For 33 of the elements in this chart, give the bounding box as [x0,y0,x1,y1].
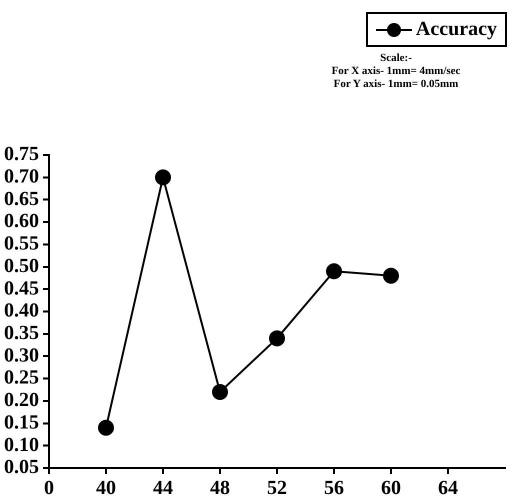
point [383,268,399,284]
x-tick-label: 40 [96,477,116,500]
point [269,330,285,346]
text: For X axis- 1mm= 4mm/sec [330,65,462,78]
y-tick-label: 0.75 [4,143,39,166]
x-tick-label: 48 [210,477,230,500]
text: For Y axis- 1mm= 0.05mm [332,78,460,91]
y-tick-label: 0.45 [4,277,39,300]
point [326,263,342,280]
y-tick-label: 0.55 [4,232,39,255]
y-tick-label: 0.05 [4,456,39,478]
point [98,420,114,436]
y-tick-label: 0.30 [4,344,39,366]
point [155,169,171,186]
x-tick-label: 64 [438,477,458,500]
legend-label: Accuracy [416,18,497,41]
text: Scale:- [379,52,413,65]
x-tick-label: 0 [44,477,54,500]
y-tick-label: 0.35 [4,322,39,344]
y-tick-label: 0.50 [4,254,39,277]
x-tick-label: 60 [381,477,401,500]
point [212,384,228,400]
y-tick-label: 0.25 [4,366,39,389]
y-tick-label: 0.70 [4,166,39,188]
y-tick-label: 0.15 [4,411,39,434]
y-tick-label: 0.20 [4,389,39,412]
y-tick-label: 0.40 [4,300,39,322]
x-tick-label: 56 [324,477,344,500]
x-tick-label: 52 [267,477,287,500]
y-tick-label: 0.10 [4,434,39,456]
x-tick-label: 44 [153,477,173,500]
y-tick-label: 0.60 [4,210,39,232]
y-tick-label: 0.65 [4,188,39,210]
